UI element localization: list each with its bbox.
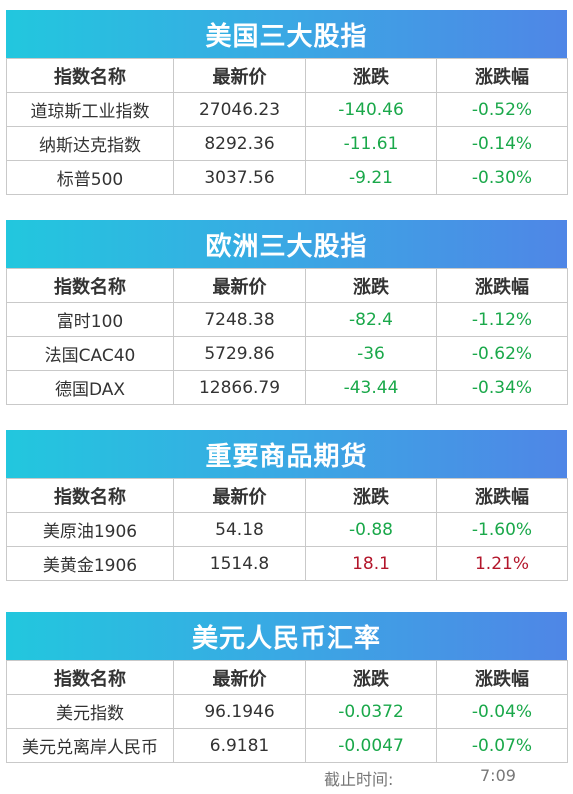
- cell-change: 18.1: [305, 546, 437, 581]
- section-title: 欧洲三大股指: [6, 220, 567, 268]
- cell-name: 纳斯达克指数: [6, 126, 174, 161]
- header-name: 指数名称: [6, 660, 174, 695]
- update-time-label: 截止时间:: [324, 770, 394, 789]
- header-price: 最新价: [173, 478, 306, 513]
- table-row: 法国CAC40 5729.86 -36 -0.62%: [6, 336, 568, 371]
- cell-change: -0.0372: [305, 694, 437, 729]
- table-header-row: 指数名称 最新价 涨跌 涨跌幅: [6, 268, 568, 303]
- header-price: 最新价: [173, 268, 306, 303]
- quote-table: 指数名称 最新价 涨跌 涨跌幅 美原油1906 54.18 -0.88 -1.6…: [6, 478, 568, 581]
- section-commodities: 重要商品期货 指数名称 最新价 涨跌 涨跌幅 美原油1906 54.18 -0.…: [6, 430, 568, 581]
- cell-name: 美原油1906: [6, 512, 174, 547]
- cell-change: -82.4: [305, 302, 437, 337]
- cell-change: -0.88: [305, 512, 437, 547]
- table-row: 富时100 7248.38 -82.4 -1.12%: [6, 302, 568, 337]
- table-row: 德国DAX 12866.79 -43.44 -0.34%: [6, 370, 568, 405]
- cell-change: -11.61: [305, 126, 437, 161]
- header-change: 涨跌: [305, 478, 437, 513]
- update-time: 截止时间: 7:09: [0, 764, 573, 789]
- header-pct: 涨跌幅: [436, 58, 568, 93]
- header-name: 指数名称: [6, 58, 174, 93]
- cell-price: 1514.8: [173, 546, 306, 581]
- cell-price: 12866.79: [173, 370, 306, 405]
- cell-name: 美黄金1906: [6, 546, 174, 581]
- cell-price: 5729.86: [173, 336, 306, 371]
- section-usd-cny: 美元人民币汇率 指数名称 最新价 涨跌 涨跌幅 美元指数 96.1946 -0.…: [6, 612, 568, 763]
- table-row: 美元兑离岸人民币 6.9181 -0.0047 -0.07%: [6, 728, 568, 763]
- cell-pct: -0.14%: [436, 126, 568, 161]
- cell-name: 美元指数: [6, 694, 174, 729]
- header-pct: 涨跌幅: [436, 660, 568, 695]
- cell-pct: -0.07%: [436, 728, 568, 763]
- cell-price: 8292.36: [173, 126, 306, 161]
- table-row: 美元指数 96.1946 -0.0372 -0.04%: [6, 694, 568, 729]
- header-pct: 涨跌幅: [436, 478, 568, 513]
- cell-change: -9.21: [305, 160, 437, 195]
- cell-pct: -0.04%: [436, 694, 568, 729]
- cell-change: -140.46: [305, 92, 437, 127]
- cell-pct: -0.62%: [436, 336, 568, 371]
- table-header-row: 指数名称 最新价 涨跌 涨跌幅: [6, 478, 568, 513]
- cell-pct: -1.12%: [436, 302, 568, 337]
- cell-name: 法国CAC40: [6, 336, 174, 371]
- table-row: 美黄金1906 1514.8 18.1 1.21%: [6, 546, 568, 581]
- section-eu-indices: 欧洲三大股指 指数名称 最新价 涨跌 涨跌幅 富时100 7248.38 -82…: [6, 220, 568, 405]
- cell-name: 德国DAX: [6, 370, 174, 405]
- quote-table: 指数名称 最新价 涨跌 涨跌幅 富时100 7248.38 -82.4 -1.1…: [6, 268, 568, 405]
- cell-pct: 1.21%: [436, 546, 568, 581]
- cell-price: 7248.38: [173, 302, 306, 337]
- table-header-row: 指数名称 最新价 涨跌 涨跌幅: [6, 58, 568, 93]
- header-pct: 涨跌幅: [436, 268, 568, 303]
- cell-name: 美元兑离岸人民币: [6, 728, 174, 763]
- cell-name: 富时100: [6, 302, 174, 337]
- cell-change: -36: [305, 336, 437, 371]
- cell-pct: -0.34%: [436, 370, 568, 405]
- table-header-row: 指数名称 最新价 涨跌 涨跌幅: [6, 660, 568, 695]
- header-change: 涨跌: [305, 58, 437, 93]
- section-us-indices: 美国三大股指 指数名称 最新价 涨跌 涨跌幅 道琼斯工业指数 27046.23 …: [6, 10, 568, 195]
- section-title: 重要商品期货: [6, 430, 567, 478]
- cell-name: 标普500: [6, 160, 174, 195]
- table-row: 美原油1906 54.18 -0.88 -1.60%: [6, 512, 568, 547]
- header-name: 指数名称: [6, 268, 174, 303]
- section-title: 美国三大股指: [6, 10, 567, 58]
- quote-table: 指数名称 最新价 涨跌 涨跌幅 道琼斯工业指数 27046.23 -140.46…: [6, 58, 568, 195]
- cell-change: -0.0047: [305, 728, 437, 763]
- update-time-value: 7:09: [480, 766, 516, 785]
- cell-price: 96.1946: [173, 694, 306, 729]
- header-price: 最新价: [173, 58, 306, 93]
- cell-pct: -0.30%: [436, 160, 568, 195]
- header-change: 涨跌: [305, 660, 437, 695]
- cell-price: 54.18: [173, 512, 306, 547]
- quote-table: 指数名称 最新价 涨跌 涨跌幅 美元指数 96.1946 -0.0372 -0.…: [6, 660, 568, 763]
- cell-pct: -1.60%: [436, 512, 568, 547]
- cell-price: 27046.23: [173, 92, 306, 127]
- cell-pct: -0.52%: [436, 92, 568, 127]
- cell-name: 道琼斯工业指数: [6, 92, 174, 127]
- cell-change: -43.44: [305, 370, 437, 405]
- table-row: 纳斯达克指数 8292.36 -11.61 -0.14%: [6, 126, 568, 161]
- section-title: 美元人民币汇率: [6, 612, 567, 660]
- table-row: 道琼斯工业指数 27046.23 -140.46 -0.52%: [6, 92, 568, 127]
- cell-price: 3037.56: [173, 160, 306, 195]
- header-price: 最新价: [173, 660, 306, 695]
- header-change: 涨跌: [305, 268, 437, 303]
- cell-price: 6.9181: [173, 728, 306, 763]
- header-name: 指数名称: [6, 478, 174, 513]
- table-row: 标普500 3037.56 -9.21 -0.30%: [6, 160, 568, 195]
